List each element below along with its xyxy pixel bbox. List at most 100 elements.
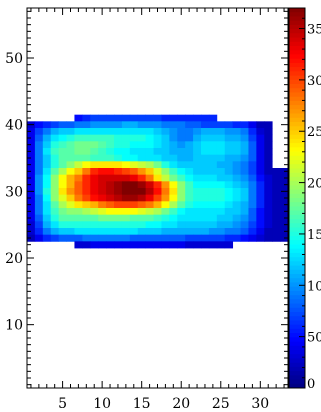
heatmap-cell	[216, 168, 226, 176]
heatmap-cell	[240, 194, 249, 202]
heatmap-cell	[224, 134, 234, 142]
heatmap-cell	[129, 228, 139, 236]
heatmap-cell	[82, 154, 91, 162]
heatmap-cell	[248, 134, 257, 142]
colorbar-segment	[289, 155, 305, 161]
colorbar-segment	[289, 290, 305, 296]
heatmap-cell	[264, 234, 273, 242]
heatmap-cell	[90, 181, 99, 189]
heatmap-cell	[137, 161, 147, 169]
heatmap-cell	[82, 188, 91, 196]
heatmap-cell	[145, 201, 154, 209]
heatmap-cell	[66, 201, 75, 209]
heatmap-cell	[98, 201, 107, 209]
colorbar-segment	[289, 79, 305, 85]
heatmap-cell	[177, 134, 186, 142]
heatmap-cell	[201, 188, 210, 196]
heatmap-cell	[137, 181, 147, 189]
heatmap-cell	[121, 148, 131, 156]
heatmap-cell	[248, 181, 257, 189]
heatmap-cell	[34, 221, 44, 229]
heatmap-cell	[193, 174, 202, 182]
heatmap-cell	[208, 161, 218, 169]
heatmap-cell	[106, 174, 115, 182]
heatmap-cell	[248, 228, 257, 236]
heatmap-cell	[27, 228, 36, 236]
colorbar-segment	[289, 185, 305, 191]
heatmap-cell	[106, 141, 115, 149]
heatmap-cell	[50, 214, 60, 222]
colorbar-segment	[289, 248, 305, 254]
heatmap-cell	[264, 181, 273, 189]
colorbar-segment	[289, 130, 305, 136]
heatmap-cell	[185, 188, 194, 196]
colorbar-segment	[289, 383, 305, 389]
heatmap-cell	[264, 221, 273, 229]
heatmap-cell	[169, 194, 178, 202]
heatmap-cell	[153, 154, 162, 162]
heatmap-cell	[145, 188, 154, 196]
heatmap-cell	[216, 121, 226, 129]
heatmap-cell	[201, 128, 210, 136]
heatmap-cell	[121, 161, 131, 169]
heatmap-cell	[153, 161, 162, 169]
heatmap-cell	[193, 168, 202, 176]
heatmap-cell	[224, 188, 234, 196]
heatmap-cell	[34, 208, 44, 216]
heatmap-cell	[193, 234, 202, 242]
heatmap-cell	[201, 174, 210, 182]
heatmap-cell	[201, 208, 210, 216]
heatmap-cell	[74, 114, 83, 122]
colorbar-segment	[289, 109, 305, 115]
colorbar-tick-label: 10	[307, 279, 321, 294]
heatmap-cell	[264, 121, 273, 129]
heatmap-cell	[27, 194, 36, 202]
heatmap-cell	[153, 188, 162, 196]
heatmap-cell	[161, 214, 170, 222]
heatmap-cell	[153, 208, 162, 216]
heatmap-cell	[129, 128, 139, 136]
heatmap-cell	[58, 194, 67, 202]
heatmap-cell	[185, 134, 194, 142]
heatmap-cell	[27, 168, 36, 176]
heatmap-cell	[74, 214, 83, 222]
heatmap-cell	[240, 141, 249, 149]
heatmap-cell	[106, 221, 115, 229]
colorbar-segment	[289, 12, 305, 17]
heatmap-cell	[193, 148, 202, 156]
heatmap-cell	[82, 201, 91, 209]
heatmap-cell	[137, 121, 147, 129]
heatmap-cell	[66, 234, 75, 242]
heatmap-cell	[177, 208, 186, 216]
heatmap-cell	[50, 208, 60, 216]
colorbar-segment	[289, 286, 305, 292]
heatmap-cell	[201, 228, 210, 236]
heatmap-cell	[82, 174, 91, 182]
heatmap-cell	[201, 234, 210, 242]
heatmap-cell	[145, 214, 154, 222]
heatmap-cell	[240, 188, 249, 196]
heatmap-cell	[145, 221, 154, 229]
heatmap-cell	[98, 161, 107, 169]
heatmap-cell	[264, 168, 273, 176]
heatmap-cell	[248, 221, 257, 229]
heatmap-cell	[58, 234, 67, 242]
heatmap-cell	[98, 241, 107, 249]
heatmap-cell	[216, 194, 226, 202]
heatmap-cell	[145, 181, 154, 189]
heatmap-cell	[129, 234, 139, 242]
heatmap-cell	[264, 161, 273, 169]
heatmap-cell	[137, 168, 147, 176]
heatmap-cell	[50, 188, 60, 196]
heatmap-cell	[185, 161, 194, 169]
heatmap-cell	[82, 148, 91, 156]
heatmap-cell	[66, 154, 75, 162]
heatmap-cell	[74, 128, 83, 136]
heatmap-cell	[82, 141, 91, 149]
heatmap-cell	[161, 188, 170, 196]
heatmap-cell	[216, 141, 226, 149]
colorbar-segment	[289, 231, 305, 237]
heatmap-cell	[224, 128, 234, 136]
heatmap-cell	[256, 201, 265, 209]
heatmap-cell	[129, 174, 139, 182]
